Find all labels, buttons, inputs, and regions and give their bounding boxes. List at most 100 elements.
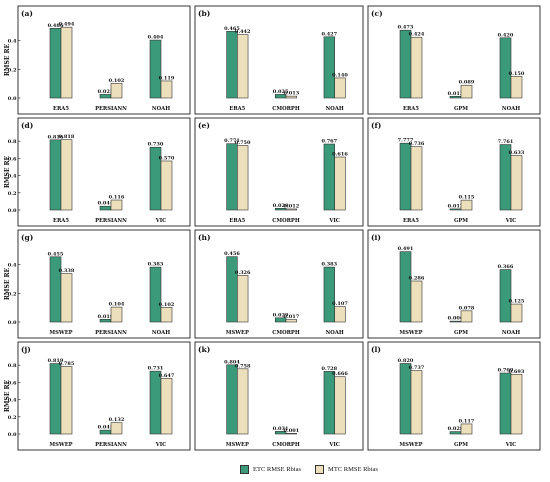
bar-value-label: 0.816 (48, 134, 64, 140)
bar-value-label: 0.771 (224, 138, 240, 144)
bar-mtc (285, 95, 298, 99)
y-tick-label: 0.0 (8, 432, 17, 438)
bar-mtc (285, 319, 298, 323)
y-tick-label: 0.8 (8, 139, 17, 145)
y-tick-label: 0.2 (8, 415, 17, 421)
panel-label: (g) (21, 233, 33, 242)
bar-value-label: 0.140 (332, 72, 348, 78)
panel-frame (194, 341, 364, 451)
x-tick-label: PERSIANN (95, 442, 127, 448)
y-axis-label: RMSE RE (4, 267, 11, 300)
bar-etc (226, 143, 238, 211)
bar-mtc (410, 36, 423, 99)
x-tick-label: ERA5 (403, 218, 419, 224)
bar-value-label: 0.647 (159, 373, 175, 379)
x-tick-label: ERA5 (53, 218, 69, 224)
bar-value-label: 0.494 (59, 22, 75, 28)
bar-mtc (237, 274, 249, 323)
panel-label: (i) (371, 233, 381, 242)
bar-value-label: 0.132 (109, 417, 125, 423)
y-tick-label: 0.6 (8, 380, 17, 386)
bar-mtc (160, 307, 173, 323)
y-tick-label: 0.0 (8, 320, 17, 326)
bar-value-label: 0.383 (148, 262, 164, 268)
bar-value-label: 0.473 (398, 25, 414, 31)
legend-swatch-mtc (315, 464, 325, 474)
bar-mtc (334, 306, 346, 323)
x-tick-label: ERA5 (229, 106, 245, 112)
panel-frame (17, 341, 191, 451)
panel-j: (j) RMSE RE 0.0 0.2 0.4 0.6 0.8 MSWEP 0.8190.785… (4, 341, 191, 451)
bar-mtc (510, 303, 523, 323)
bar-value-label: 0.818 (59, 134, 75, 140)
x-tick-label: NOAH (502, 330, 520, 336)
bar-etc (226, 256, 238, 323)
bar-mtc (460, 423, 473, 435)
x-tick-label: NOAH (326, 330, 344, 336)
bar-mtc (285, 208, 298, 211)
bar-value-label: 0.019 (98, 314, 114, 320)
bar-value-label: 0.012 (284, 203, 300, 209)
bar-mtc (334, 376, 346, 435)
bar-value-label: 0.116 (109, 195, 125, 201)
bar-value-label: 0.442 (235, 29, 251, 35)
panel-g: (g) RMSE RE 0.0 0.2 0.4 MSWEP 0.455 0.338 PERSIA… (4, 229, 191, 339)
panel-label: (k) (198, 345, 210, 354)
legend-swatch-etc (240, 464, 249, 474)
y-axis-label: RMSE RE (4, 379, 11, 412)
x-tick-label: VIC (328, 442, 340, 448)
bar-value-label: 0.125 (509, 299, 525, 305)
panel-frame (367, 117, 541, 227)
y-tick-label: 0.0 (8, 96, 17, 102)
x-tick-label: GPM (454, 106, 468, 112)
bar-etc (323, 266, 335, 323)
x-tick-label: CMORPH (272, 442, 300, 448)
bar-mtc (60, 273, 73, 323)
bar-mtc (410, 370, 423, 435)
bar-value-label: 0.102 (109, 78, 125, 84)
bar-mtc (237, 145, 249, 211)
bar-value-label: 0.785 (59, 361, 75, 367)
bar-mtc (110, 199, 123, 211)
bar-value-label: 0.456 (224, 251, 240, 257)
x-tick-label: ERA5 (229, 218, 245, 224)
bar-mtc (510, 155, 523, 211)
bar-etc (149, 370, 162, 435)
bar-etc (274, 431, 287, 435)
bar-mtc (510, 374, 523, 435)
bar-mtc (160, 80, 173, 99)
bar-value-label: 0.455 (48, 251, 64, 257)
x-tick-label: PERSIANN (95, 218, 127, 224)
bar-value-label: 0.616 (332, 152, 348, 158)
x-tick-label: GPM (454, 330, 468, 336)
bar-etc (399, 251, 412, 323)
bar-value-label: 0.044 (98, 201, 114, 207)
x-tick-label: PERSIANN (95, 330, 127, 336)
bar-value-label: 0.025 (98, 89, 114, 95)
x-tick-label: CMORPH (272, 218, 300, 224)
bar-value-label: 0.104 (109, 302, 125, 308)
legend-label-etc: ETC RMSE Rbias (253, 465, 302, 473)
x-tick-label: MSWEP (399, 330, 422, 336)
panel-label: (j) (21, 345, 31, 354)
bar-value-label: 0.286 (409, 276, 425, 282)
panel-label: (f) (371, 121, 381, 130)
x-tick-label: MSWEP (49, 330, 72, 336)
bar-mtc (110, 83, 123, 99)
bar-mtc (160, 160, 173, 211)
bar-value-label: 0.709 (498, 368, 514, 374)
bar-value-label: 0.117 (459, 418, 475, 424)
x-tick-label: VIC (155, 442, 167, 448)
bar-mtc (510, 76, 523, 99)
x-tick-label: ERA5 (403, 106, 419, 112)
panel-frame (367, 341, 541, 451)
x-tick-label: GPM (454, 218, 468, 224)
bar-value-label: 0.326 (235, 270, 251, 276)
bar-value-label: 0.404 (148, 35, 164, 41)
